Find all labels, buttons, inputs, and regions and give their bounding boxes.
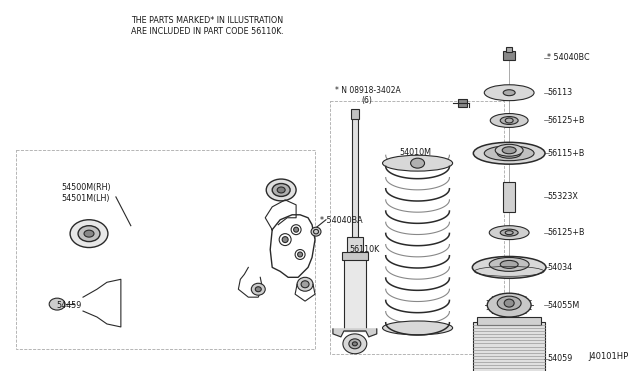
Text: 56125+B: 56125+B	[547, 116, 584, 125]
Polygon shape	[270, 215, 315, 277]
Ellipse shape	[297, 277, 313, 291]
Ellipse shape	[78, 226, 100, 241]
Ellipse shape	[383, 321, 452, 335]
Ellipse shape	[495, 144, 523, 156]
Text: THE PARTS MARKED* IN ILLUSTRATION
ARE INCLUDED IN PART CODE 56110K.: THE PARTS MARKED* IN ILLUSTRATION ARE IN…	[131, 16, 284, 36]
Ellipse shape	[252, 283, 265, 295]
Ellipse shape	[489, 257, 529, 271]
Text: 54059: 54059	[547, 354, 572, 363]
Text: 56110K: 56110K	[350, 244, 380, 254]
Ellipse shape	[294, 227, 299, 232]
Ellipse shape	[282, 237, 288, 243]
Ellipse shape	[301, 281, 309, 288]
Ellipse shape	[484, 146, 534, 161]
Ellipse shape	[500, 260, 518, 268]
Ellipse shape	[383, 155, 452, 171]
Text: 54034: 54034	[547, 263, 572, 272]
Ellipse shape	[49, 298, 65, 310]
Text: 54010M: 54010M	[399, 148, 431, 157]
Bar	[503, 182, 515, 212]
Text: * 54040BA: * 54040BA	[320, 216, 363, 225]
Ellipse shape	[353, 342, 357, 346]
Polygon shape	[83, 279, 121, 327]
Polygon shape	[333, 329, 377, 337]
Ellipse shape	[487, 293, 531, 317]
Bar	[503, 51, 515, 60]
Ellipse shape	[497, 148, 521, 158]
Bar	[344, 256, 366, 331]
Text: J40101HP: J40101HP	[588, 352, 628, 361]
Ellipse shape	[472, 256, 546, 278]
Text: 55323X: 55323X	[547, 192, 578, 201]
Ellipse shape	[500, 229, 518, 236]
Ellipse shape	[277, 187, 285, 193]
Ellipse shape	[70, 220, 108, 247]
Ellipse shape	[490, 113, 528, 128]
Ellipse shape	[84, 230, 94, 237]
Text: 56113: 56113	[547, 88, 572, 97]
Text: 56125+B: 56125+B	[547, 228, 584, 237]
Ellipse shape	[502, 147, 516, 154]
Text: 56115+B: 56115+B	[547, 149, 584, 158]
Bar	[458, 99, 467, 107]
Ellipse shape	[489, 226, 529, 240]
Text: * 54040BC: * 54040BC	[547, 54, 589, 62]
Bar	[17, 150, 315, 349]
Polygon shape	[238, 267, 262, 297]
Bar	[352, 110, 358, 244]
Ellipse shape	[500, 116, 518, 125]
Text: 54500M(RH)
54501M(LH): 54500M(RH) 54501M(LH)	[61, 183, 111, 203]
Ellipse shape	[272, 183, 290, 196]
Ellipse shape	[343, 334, 367, 354]
Text: 54055M: 54055M	[547, 301, 579, 310]
Ellipse shape	[311, 227, 321, 236]
Bar	[351, 109, 359, 119]
Text: * N 08918-3402A: * N 08918-3402A	[335, 86, 401, 95]
Bar	[330, 101, 504, 354]
Ellipse shape	[298, 252, 303, 257]
Bar	[342, 253, 368, 260]
Ellipse shape	[411, 158, 424, 168]
Ellipse shape	[349, 339, 361, 349]
Bar	[474, 322, 545, 372]
Text: (6): (6)	[362, 96, 372, 105]
Bar	[347, 237, 363, 264]
Bar	[506, 47, 512, 52]
Ellipse shape	[474, 142, 545, 164]
Text: 54459: 54459	[56, 301, 81, 310]
Ellipse shape	[255, 287, 261, 292]
Ellipse shape	[504, 299, 514, 307]
Ellipse shape	[503, 90, 515, 96]
Bar	[477, 317, 541, 325]
Ellipse shape	[484, 85, 534, 101]
Ellipse shape	[266, 179, 296, 201]
Ellipse shape	[497, 296, 521, 310]
